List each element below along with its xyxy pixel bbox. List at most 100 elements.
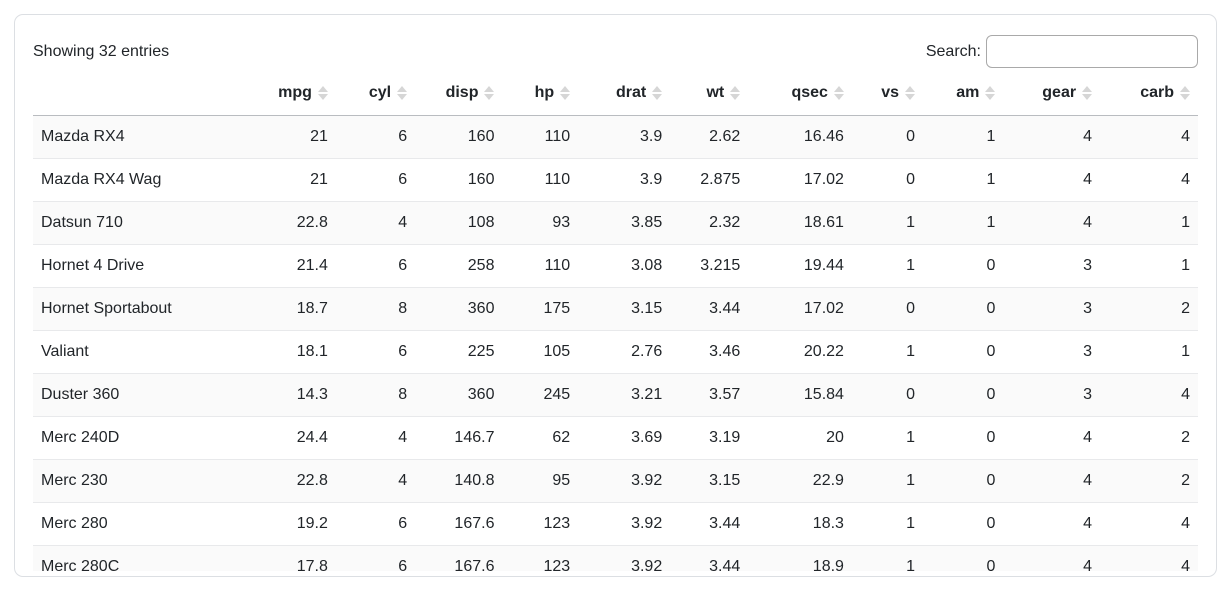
value-cell: 0 [923,244,1004,288]
header-row: mpg cyl disp hp drat wt qsec vs am gear carb [33,76,1198,116]
value-cell: 1 [923,115,1004,159]
value-cell: 3.44 [670,287,749,331]
value-cell: 18.3 [748,502,852,546]
value-cell: 6 [335,158,416,202]
value-cell: 1 [923,201,1004,245]
column-header-disp[interactable]: disp [415,76,503,116]
value-cell: 17.02 [748,287,852,331]
value-cell: 4 [1100,373,1198,417]
column-header-am[interactable]: am [923,76,1004,116]
row-name-cell: Hornet Sportabout [33,287,250,331]
column-label: drat [615,84,647,101]
value-cell: 1 [851,416,923,460]
search-input[interactable] [986,35,1198,68]
value-cell: 123 [502,545,579,571]
value-cell: 22.9 [748,459,852,503]
value-cell: 20.22 [748,330,852,374]
value-cell: 18.1 [249,330,336,374]
value-cell: 14.3 [249,373,336,417]
value-cell: 0 [923,373,1004,417]
value-cell: 22.8 [249,201,336,245]
value-cell: 6 [335,244,416,288]
column-header-drat[interactable]: drat [578,76,671,116]
table-row: Hornet 4 Drive 21.4 6 258 110 3.08 3.215 19.44 1… [33,244,1198,288]
value-cell: 17.8 [249,545,336,571]
column-label: hp [534,84,555,101]
value-cell: 140.8 [415,459,503,503]
value-cell: 6 [335,502,416,546]
value-cell: 3.44 [670,502,749,546]
table-row: Hornet Sportabout 18.7 8 360 175 3.15 3.44 17.0… [33,287,1198,331]
value-cell: 24.4 [249,416,336,460]
column-header-name [33,76,250,116]
value-cell: 160 [415,158,503,202]
column-header-wt[interactable]: wt [670,76,749,116]
value-cell: 360 [415,287,503,331]
value-cell: 3.21 [578,373,671,417]
value-cell: 3 [1003,244,1101,288]
sort-both-icon [985,85,996,100]
value-cell: 110 [502,115,579,159]
sort-both-icon [1082,85,1093,100]
value-cell: 21.4 [249,244,336,288]
row-name-cell: Merc 230 [33,459,250,503]
value-cell: 6 [335,115,416,159]
value-cell: 16.46 [748,115,852,159]
value-cell: 3.46 [670,330,749,374]
column-header-qsec[interactable]: qsec [748,76,852,116]
search-control: Search: [926,35,1198,68]
value-cell: 1 [1100,330,1198,374]
sort-both-icon [484,85,495,100]
value-cell: 21 [249,115,336,159]
search-label: Search: [925,42,981,60]
column-label: cyl [368,84,392,101]
value-cell: 0 [851,158,923,202]
value-cell: 0 [923,545,1004,571]
value-cell: 0 [851,373,923,417]
table-row: Datsun 710 22.8 4 108 93 3.85 2.32 18.61 1 1 4 1 [33,201,1198,245]
value-cell: 0 [851,287,923,331]
value-cell: 108 [415,201,503,245]
sort-both-icon [833,85,844,100]
value-cell: 3.15 [578,287,671,331]
value-cell: 1 [851,459,923,503]
column-header-hp[interactable]: hp [502,76,579,116]
value-cell: 4 [1003,416,1101,460]
table-toolbar: Showing 32 entries Search: [33,35,1198,68]
value-cell: 22.8 [249,459,336,503]
value-cell: 0 [923,502,1004,546]
column-header-vs[interactable]: vs [851,76,923,116]
value-cell: 4 [1003,545,1101,571]
row-name-cell: Merc 280C [33,545,250,571]
sort-both-icon [905,85,915,100]
row-name-cell: Mazda RX4 Wag [33,158,250,202]
value-cell: 146.7 [415,416,503,460]
entries-info: Showing 32 entries [33,42,170,60]
column-header-carb[interactable]: carb [1100,76,1198,116]
sort-both-icon [397,85,408,100]
value-cell: 4 [1003,502,1101,546]
value-cell: 19.44 [748,244,852,288]
value-cell: 8 [335,287,416,331]
value-cell: 4 [1003,201,1101,245]
sort-both-icon [730,85,741,100]
value-cell: 18.61 [748,201,852,245]
value-cell: 167.6 [415,545,503,571]
value-cell: 0 [923,287,1004,331]
value-cell: 6 [335,545,416,571]
value-cell: 0 [923,330,1004,374]
column-header-cyl[interactable]: cyl [335,76,416,116]
value-cell: 62 [502,416,579,460]
value-cell: 21 [249,158,336,202]
row-name-cell: Hornet 4 Drive [33,244,250,288]
value-cell: 1 [1100,244,1198,288]
value-cell: 1 [923,158,1004,202]
value-cell: 1 [851,330,923,374]
value-cell: 2 [1100,287,1198,331]
value-cell: 1 [1100,201,1198,245]
column-header-gear[interactable]: gear [1003,76,1101,116]
value-cell: 3.92 [578,545,671,571]
table-row: Mazda RX4 Wag 21 6 160 110 3.9 2.875 17.02 0 1 4 4 [33,158,1198,202]
value-cell: 4 [1100,115,1198,159]
column-header-mpg[interactable]: mpg [249,76,336,116]
